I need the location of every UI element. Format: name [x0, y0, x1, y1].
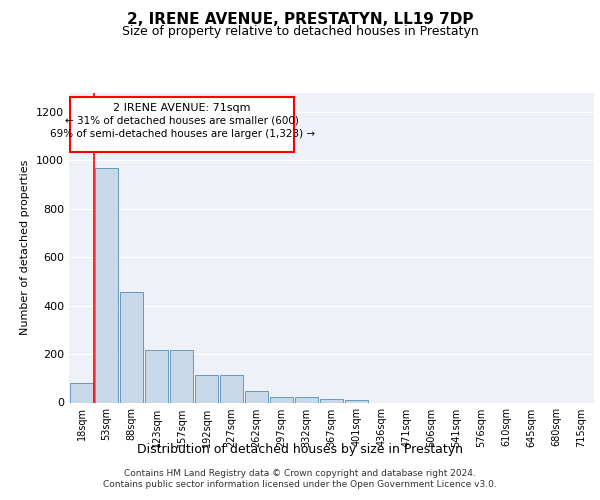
Bar	[270, 397, 293, 402]
Bar	[95, 168, 118, 402]
Y-axis label: Number of detached properties: Number of detached properties	[20, 160, 31, 335]
Bar	[295, 397, 318, 402]
Text: 2, IRENE AVENUE, PRESTATYN, LL19 7DP: 2, IRENE AVENUE, PRESTATYN, LL19 7DP	[127, 12, 473, 28]
Text: Distribution of detached houses by size in Prestatyn: Distribution of detached houses by size …	[137, 442, 463, 456]
Bar	[145, 350, 168, 403]
Text: Contains HM Land Registry data © Crown copyright and database right 2024.: Contains HM Land Registry data © Crown c…	[124, 469, 476, 478]
Text: 2 IRENE AVENUE: 71sqm: 2 IRENE AVENUE: 71sqm	[113, 104, 251, 114]
Bar	[195, 374, 218, 402]
Bar	[220, 374, 243, 402]
FancyBboxPatch shape	[70, 98, 294, 152]
Text: 69% of semi-detached houses are larger (1,323) →: 69% of semi-detached houses are larger (…	[50, 129, 314, 139]
Bar	[245, 391, 268, 402]
Bar	[70, 383, 93, 402]
Bar	[120, 292, 143, 403]
Bar	[345, 400, 368, 402]
Bar	[170, 350, 193, 403]
Text: Size of property relative to detached houses in Prestatyn: Size of property relative to detached ho…	[122, 25, 478, 38]
Bar	[320, 399, 343, 402]
Text: Contains public sector information licensed under the Open Government Licence v3: Contains public sector information licen…	[103, 480, 497, 489]
Text: ← 31% of detached houses are smaller (600): ← 31% of detached houses are smaller (60…	[65, 116, 299, 126]
